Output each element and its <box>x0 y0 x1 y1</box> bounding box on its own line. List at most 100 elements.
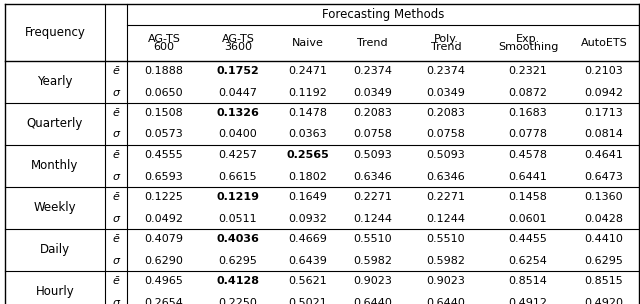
Text: 0.0349: 0.0349 <box>427 88 465 98</box>
Text: σ: σ <box>113 130 120 140</box>
Text: 0.6346: 0.6346 <box>427 171 465 181</box>
Text: 0.4578: 0.4578 <box>509 150 547 161</box>
Text: Trend: Trend <box>357 38 388 48</box>
Text: 0.2271: 0.2271 <box>426 192 465 202</box>
Text: Exp.: Exp. <box>516 33 540 43</box>
Text: 0.0650: 0.0650 <box>145 88 183 98</box>
Text: 0.0511: 0.0511 <box>219 213 257 223</box>
Text: 0.0778: 0.0778 <box>509 130 547 140</box>
Text: 0.1458: 0.1458 <box>509 192 547 202</box>
Text: Smoothing: Smoothing <box>498 43 558 53</box>
Text: 0.1752: 0.1752 <box>216 67 259 77</box>
Text: 0.1225: 0.1225 <box>145 192 184 202</box>
Text: Forecasting Methods: Forecasting Methods <box>322 8 444 21</box>
Text: 0.4257: 0.4257 <box>218 150 257 161</box>
Text: 0.0573: 0.0573 <box>145 130 184 140</box>
Text: 0.2083: 0.2083 <box>353 109 392 119</box>
Text: 0.2374: 0.2374 <box>353 67 392 77</box>
Text: Naive: Naive <box>292 38 323 48</box>
Text: 0.2271: 0.2271 <box>353 192 392 202</box>
Text: 0.0872: 0.0872 <box>509 88 547 98</box>
Text: 0.6440: 0.6440 <box>353 298 392 304</box>
Text: 0.5982: 0.5982 <box>353 255 392 265</box>
Text: 0.5510: 0.5510 <box>353 234 392 244</box>
Text: 0.2374: 0.2374 <box>426 67 465 77</box>
Text: 0.6346: 0.6346 <box>353 171 392 181</box>
Text: σ: σ <box>113 213 120 223</box>
Text: ē: ē <box>113 277 120 286</box>
Text: 0.2083: 0.2083 <box>427 109 465 119</box>
Text: 0.1478: 0.1478 <box>288 109 327 119</box>
Text: 0.0758: 0.0758 <box>353 130 392 140</box>
Text: 0.9023: 0.9023 <box>353 277 392 286</box>
Text: 0.4128: 0.4128 <box>216 277 259 286</box>
Text: 0.1649: 0.1649 <box>288 192 327 202</box>
Text: 0.6254: 0.6254 <box>509 255 547 265</box>
Text: 0.2250: 0.2250 <box>219 298 257 304</box>
Text: 0.5621: 0.5621 <box>288 277 327 286</box>
Text: 0.4641: 0.4641 <box>584 150 623 161</box>
Text: 0.0447: 0.0447 <box>218 88 257 98</box>
Text: 0.1244: 0.1244 <box>426 213 465 223</box>
Text: Daily: Daily <box>40 244 70 257</box>
Text: 0.6290: 0.6290 <box>145 255 184 265</box>
Text: 0.4965: 0.4965 <box>145 277 184 286</box>
Text: 0.1192: 0.1192 <box>288 88 327 98</box>
Text: 0.6295: 0.6295 <box>219 255 257 265</box>
Text: Yearly: Yearly <box>37 75 73 88</box>
Text: 0.2471: 0.2471 <box>288 67 327 77</box>
Text: 0.1326: 0.1326 <box>216 109 259 119</box>
Text: 0.8515: 0.8515 <box>584 277 623 286</box>
Text: ē: ē <box>113 192 120 202</box>
Text: 0.6473: 0.6473 <box>584 171 623 181</box>
Text: 0.1219: 0.1219 <box>216 192 259 202</box>
Text: σ: σ <box>113 298 120 304</box>
Text: 0.1713: 0.1713 <box>584 109 623 119</box>
Text: 0.2654: 0.2654 <box>145 298 184 304</box>
Text: 0.9023: 0.9023 <box>427 277 465 286</box>
Text: Weekly: Weekly <box>34 202 76 215</box>
Text: 0.5510: 0.5510 <box>427 234 465 244</box>
Text: 0.4555: 0.4555 <box>145 150 184 161</box>
Text: 0.6440: 0.6440 <box>427 298 465 304</box>
Text: 0.1244: 0.1244 <box>353 213 392 223</box>
Text: 0.0601: 0.0601 <box>509 213 547 223</box>
Text: 600: 600 <box>154 43 175 53</box>
Text: 0.4455: 0.4455 <box>509 234 547 244</box>
Text: 0.4669: 0.4669 <box>288 234 327 244</box>
Text: 0.4079: 0.4079 <box>145 234 184 244</box>
Text: σ: σ <box>113 88 120 98</box>
Text: 0.6439: 0.6439 <box>288 255 327 265</box>
Text: 0.4912: 0.4912 <box>509 298 547 304</box>
Text: 0.6441: 0.6441 <box>509 171 547 181</box>
Text: AG-TS: AG-TS <box>221 33 255 43</box>
Text: AG-TS: AG-TS <box>148 33 180 43</box>
Text: Frequency: Frequency <box>24 26 85 39</box>
Text: AutoETS: AutoETS <box>580 38 627 48</box>
Text: 0.6615: 0.6615 <box>219 171 257 181</box>
Text: 0.2565: 0.2565 <box>286 150 329 161</box>
Text: 0.6295: 0.6295 <box>584 255 623 265</box>
Text: 0.1360: 0.1360 <box>585 192 623 202</box>
Text: ē: ē <box>113 234 120 244</box>
Text: 0.4036: 0.4036 <box>216 234 259 244</box>
Text: Monthly: Monthly <box>31 160 79 172</box>
Text: σ: σ <box>113 255 120 265</box>
Text: ē: ē <box>113 67 120 77</box>
Text: 0.6593: 0.6593 <box>145 171 184 181</box>
Text: 0.5982: 0.5982 <box>426 255 465 265</box>
Text: Poly.: Poly. <box>433 33 458 43</box>
Text: 0.0428: 0.0428 <box>584 213 623 223</box>
Text: 0.4410: 0.4410 <box>584 234 623 244</box>
Text: 0.0758: 0.0758 <box>427 130 465 140</box>
Text: ē: ē <box>113 150 120 161</box>
Text: 0.5021: 0.5021 <box>288 298 327 304</box>
Text: 0.1508: 0.1508 <box>145 109 184 119</box>
Text: 0.8514: 0.8514 <box>509 277 547 286</box>
Text: 0.5093: 0.5093 <box>427 150 465 161</box>
Text: σ: σ <box>113 171 120 181</box>
Text: 0.1802: 0.1802 <box>288 171 327 181</box>
Text: 0.0349: 0.0349 <box>353 88 392 98</box>
Text: 0.4920: 0.4920 <box>584 298 623 304</box>
Text: 0.1888: 0.1888 <box>145 67 184 77</box>
